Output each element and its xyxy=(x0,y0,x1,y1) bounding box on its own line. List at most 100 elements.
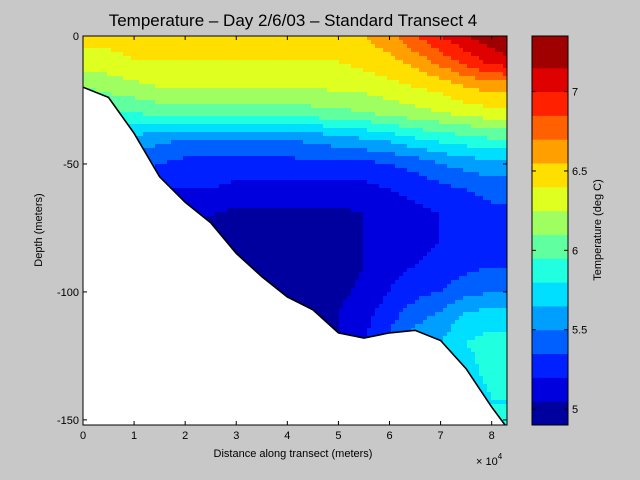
contour-cell xyxy=(123,36,128,41)
contour-cell xyxy=(175,120,180,125)
contour-cell xyxy=(231,152,236,157)
contour-cell xyxy=(159,48,164,53)
contour-cell xyxy=(443,144,448,149)
contour-cell xyxy=(343,148,348,153)
contour-cell xyxy=(183,80,188,85)
contour-cell xyxy=(271,216,276,221)
contour-cell xyxy=(343,152,348,157)
contour-cell xyxy=(263,156,268,161)
contour-cell xyxy=(167,64,172,69)
contour-cell xyxy=(335,164,340,169)
contour-cell xyxy=(395,120,400,125)
contour-cell xyxy=(263,136,268,141)
contour-cell xyxy=(307,220,312,225)
contour-cell xyxy=(423,188,428,193)
contour-cell xyxy=(279,156,284,161)
contour-cell xyxy=(239,220,244,225)
contour-cell xyxy=(131,108,136,113)
contour-cell xyxy=(467,64,472,69)
contour-cell xyxy=(319,80,324,85)
contour-cell xyxy=(359,168,364,173)
contour-cell xyxy=(195,144,200,149)
contour-cell xyxy=(319,92,324,97)
contour-cell xyxy=(227,180,232,185)
contour-cell xyxy=(315,196,320,201)
contour-cell xyxy=(331,56,336,61)
contour-cell xyxy=(235,124,240,129)
contour-cell xyxy=(287,128,292,133)
contour-cell xyxy=(443,88,448,93)
contour-cell xyxy=(359,120,364,125)
contour-cell xyxy=(355,108,360,113)
contour-cell xyxy=(187,52,192,57)
contour-cell xyxy=(471,216,476,221)
contour-cell xyxy=(239,200,244,205)
contour-cell xyxy=(475,176,480,181)
contour-cell xyxy=(503,164,507,169)
contour-cell xyxy=(455,52,460,57)
contour-cell xyxy=(119,92,124,97)
contour-cell xyxy=(467,108,472,113)
contour-cell xyxy=(91,44,96,49)
contour-cell xyxy=(463,192,468,197)
contour-cell xyxy=(187,136,192,141)
contour-cell xyxy=(415,88,420,93)
contour-cell xyxy=(187,124,192,129)
contour-cell xyxy=(479,124,484,129)
contour-cell xyxy=(123,68,128,73)
contour-cell xyxy=(343,160,348,165)
contour-cell xyxy=(247,104,252,109)
contour-cell xyxy=(387,108,392,113)
contour-cell xyxy=(183,124,188,129)
contour-cell xyxy=(263,108,268,113)
contour-cell xyxy=(243,172,248,177)
contour-cell xyxy=(83,40,88,45)
contour-cell xyxy=(455,212,460,217)
contour-cell xyxy=(151,120,156,125)
contour-cell xyxy=(503,64,507,69)
contour-cell xyxy=(379,48,384,53)
contour-cell xyxy=(495,148,500,153)
contour-cell xyxy=(307,200,312,205)
contour-cell xyxy=(487,60,492,65)
contour-cell xyxy=(191,72,196,77)
contour-cell xyxy=(231,60,236,65)
contour-cell xyxy=(443,200,448,205)
contour-cell xyxy=(431,192,436,197)
contour-cell xyxy=(191,100,196,105)
contour-cell xyxy=(431,52,436,57)
contour-cell xyxy=(175,124,180,129)
contour-cell xyxy=(439,72,444,77)
contour-cell xyxy=(219,184,224,189)
contour-cell xyxy=(275,40,280,45)
contour-cell xyxy=(499,192,504,197)
contour-cell xyxy=(307,160,312,165)
contour-cell xyxy=(467,164,472,169)
contour-cell xyxy=(447,36,452,41)
contour-cell xyxy=(211,68,216,73)
contour-cell xyxy=(291,84,296,89)
contour-cell xyxy=(303,156,308,161)
contour-cell xyxy=(339,160,344,165)
contour-cell xyxy=(399,220,404,225)
contour-cell xyxy=(115,100,120,105)
contour-cell xyxy=(171,172,176,177)
contour-cell xyxy=(251,216,256,221)
contour-cell xyxy=(147,120,152,125)
contour-cell xyxy=(359,184,364,189)
contour-cell xyxy=(223,200,228,205)
contour-cell xyxy=(451,68,456,73)
contour-cell xyxy=(435,136,440,141)
contour-cell xyxy=(463,140,468,145)
contour-cell xyxy=(503,196,507,201)
contour-cell xyxy=(327,180,332,185)
contour-cell xyxy=(327,148,332,153)
contour-cell xyxy=(431,148,436,153)
contour-cell xyxy=(363,108,368,113)
contour-cell xyxy=(307,192,312,197)
contour-cell xyxy=(479,180,484,185)
contour-cell xyxy=(455,36,460,41)
contour-cell xyxy=(167,132,172,137)
contour-cell xyxy=(191,172,196,177)
contour-cell xyxy=(263,80,268,85)
